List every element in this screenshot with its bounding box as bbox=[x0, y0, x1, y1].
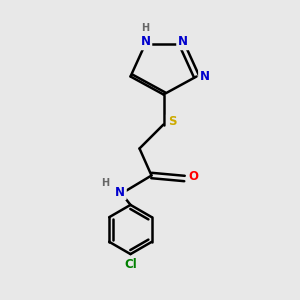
Text: Cl: Cl bbox=[124, 258, 137, 271]
Text: O: O bbox=[188, 170, 198, 184]
Text: H: H bbox=[141, 23, 150, 33]
Text: N: N bbox=[178, 35, 188, 49]
Text: S: S bbox=[168, 115, 176, 128]
Text: N: N bbox=[115, 185, 125, 199]
Text: H: H bbox=[101, 178, 109, 188]
Text: N: N bbox=[200, 70, 210, 83]
Text: N: N bbox=[140, 35, 151, 49]
